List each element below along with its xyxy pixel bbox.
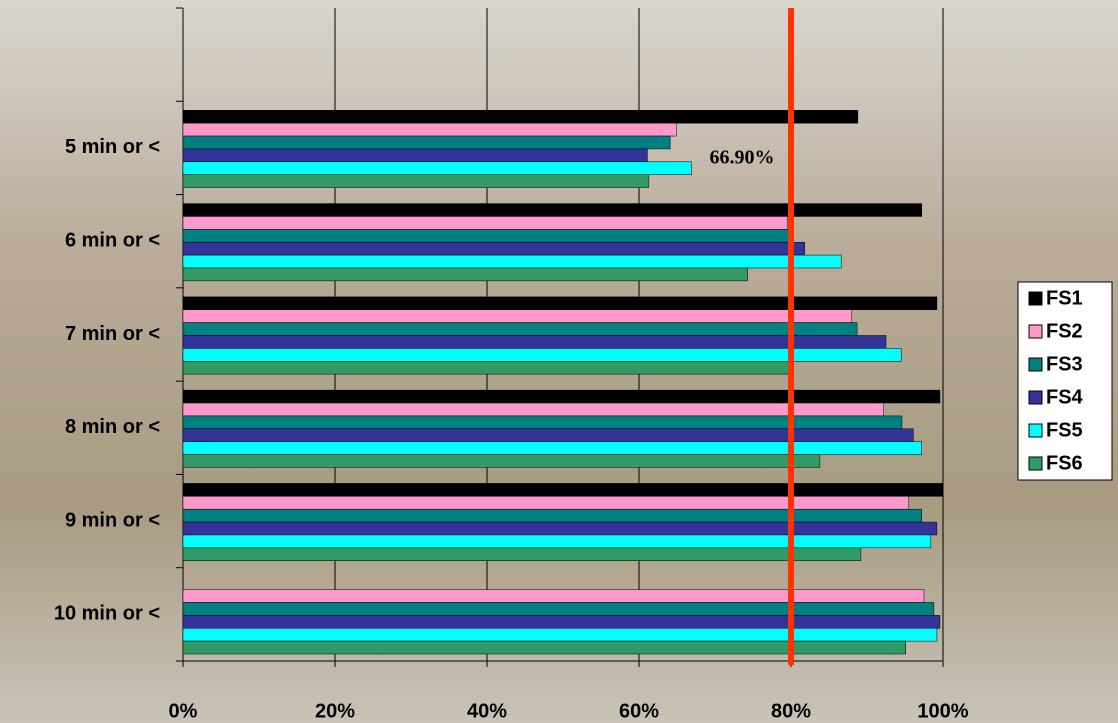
bar	[182, 441, 922, 455]
legend-label: FS2	[1046, 320, 1083, 342]
bar	[182, 534, 932, 549]
legend-label: FS6	[1046, 452, 1083, 474]
bar	[182, 389, 941, 404]
bar	[182, 496, 910, 510]
legend-label: FS5	[1046, 419, 1083, 441]
bar	[182, 508, 922, 523]
bar	[182, 483, 944, 497]
legend-label: FS3	[1046, 353, 1083, 375]
bar	[182, 161, 692, 175]
legend-label: FS1	[1046, 287, 1083, 309]
bar	[182, 361, 791, 375]
bar	[182, 174, 650, 188]
bar	[182, 322, 858, 336]
x-tick-label: 60%	[619, 700, 659, 722]
bar	[182, 589, 925, 603]
x-tick-label: 80%	[771, 700, 811, 722]
data-label: 66.90%	[709, 146, 774, 168]
y-tick-label: 7 min or <	[65, 323, 160, 345]
x-tick-label: 40%	[467, 700, 507, 722]
bar	[182, 454, 821, 468]
y-tick-label: 10 min or <	[54, 603, 160, 625]
legend-label: FS4	[1046, 386, 1084, 408]
bar	[182, 335, 887, 349]
bar	[182, 110, 859, 124]
bar	[182, 428, 914, 442]
bar	[182, 241, 805, 256]
bar	[182, 521, 938, 536]
legend-box	[1017, 281, 1113, 481]
bar	[182, 216, 788, 230]
x-tick-label: 20%	[315, 700, 355, 722]
bar	[182, 402, 884, 417]
bar	[182, 615, 941, 629]
bar	[182, 254, 842, 269]
y-tick-label: 8 min or <	[65, 416, 160, 438]
legend-swatch	[1028, 357, 1043, 372]
legend-swatch	[1028, 456, 1043, 471]
y-tick-label: 9 min or <	[65, 509, 160, 531]
x-tick-label: 100%	[917, 700, 968, 722]
bar	[182, 415, 903, 430]
y-tick-label: 5 min or <	[65, 136, 160, 158]
bar	[182, 547, 862, 561]
bar	[182, 122, 677, 137]
bar	[182, 148, 648, 163]
legend-swatch	[1028, 390, 1043, 405]
bar	[182, 309, 853, 323]
y-tick-label: 6 min or <	[65, 229, 160, 251]
legend-swatch	[1028, 324, 1043, 339]
bar	[182, 267, 748, 282]
bar	[182, 135, 671, 150]
bar	[182, 203, 922, 217]
x-tick-label: 0%	[169, 700, 198, 722]
bar	[182, 229, 789, 243]
bar	[182, 296, 938, 310]
legend-swatch	[1028, 423, 1043, 438]
bar	[182, 640, 907, 655]
legend-swatch	[1028, 291, 1043, 306]
bar	[182, 627, 938, 642]
bar	[182, 602, 935, 616]
